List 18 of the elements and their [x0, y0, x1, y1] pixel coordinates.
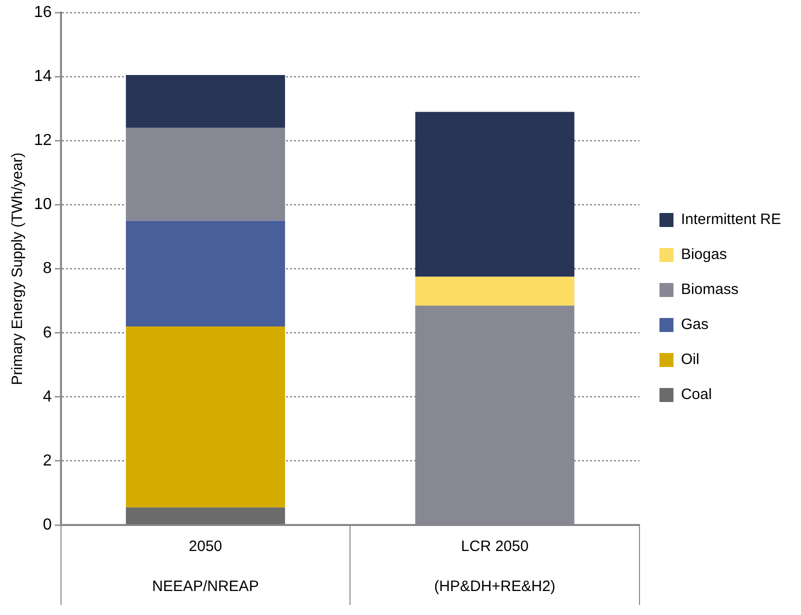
y-tick-label: 16: [34, 4, 52, 22]
y-tick-label: 2: [42, 452, 52, 470]
legend-label: Coal: [680, 386, 712, 404]
y-tick-label: 0: [42, 516, 52, 534]
y-tick-label: 6: [42, 324, 52, 342]
y-tick-label: 10: [34, 196, 52, 214]
legend-label: Gas: [680, 316, 708, 334]
y-tick-label: 8: [42, 260, 52, 278]
y-tick-label: 4: [42, 388, 52, 406]
legend-label: Oil: [680, 351, 700, 368]
category-label: LCR 2050 (HP&DH+RE&H2): [434, 538, 556, 596]
category-label: 2050 NEEAP/NREAP: [152, 538, 259, 596]
y-tick-label: 12: [34, 132, 52, 150]
y-tick-label: 14: [34, 68, 52, 86]
legend-label: Biogas: [680, 246, 727, 264]
legend-label: Intermittent RE: [680, 211, 782, 228]
legend-label: Biomass: [680, 281, 738, 298]
y-axis-title: Primary Energy Supply (TWh/year): [9, 152, 26, 386]
